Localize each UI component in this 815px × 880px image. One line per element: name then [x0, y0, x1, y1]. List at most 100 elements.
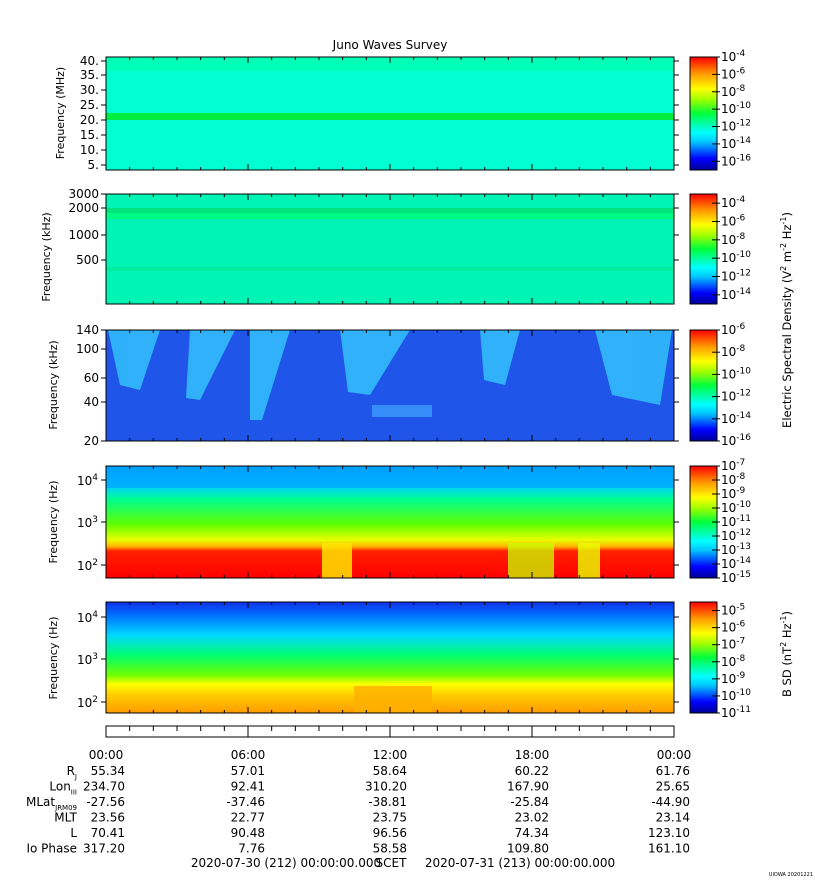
panel-3: Frequency (kHz) 140 100 60 40 20	[47, 323, 679, 448]
colorbar-2	[690, 194, 717, 304]
colorbar-2-tick-label: 10-12	[721, 269, 751, 284]
colorbar-5-frame	[689, 601, 718, 714]
colorbar-2-frame	[689, 193, 718, 305]
colorbar-4-tick-label: 10-12	[721, 528, 751, 543]
ephemeris-value: 92.41	[231, 780, 265, 794]
colorbar-1-tick-label: 10-6	[721, 66, 746, 81]
colorbar-5-tick-label: 10-11	[721, 705, 751, 720]
panel-4-gap-3	[578, 543, 600, 578]
panel-2-band-a	[106, 208, 674, 213]
panel-5-ylabel: Frequency (Hz)	[47, 617, 60, 700]
ephemeris-value: 74.34	[515, 826, 549, 840]
ephemeris-label: LonIII	[49, 780, 77, 797]
colorbars: 10-4 10-6 10-8 10-10 10-12 10-14 10-16 10-4 10-6…	[689, 49, 751, 720]
panel-4-ylabel: Frequency (Hz)	[47, 481, 60, 564]
colorbar-5-tick-label: 10-5	[721, 603, 745, 618]
colorbar-1-tick-label: 10-14	[721, 136, 751, 151]
colorbar-3-tick-label: 10-12	[721, 389, 751, 404]
ephemeris-value: 7.76	[238, 842, 265, 856]
ephemeris-value: 317.20	[83, 842, 125, 856]
colorbar-1-tick-label: 10-16	[721, 153, 751, 168]
panel-3-ylabel: Frequency (kHz)	[47, 340, 60, 429]
time-tick-label: 18:00	[515, 748, 550, 762]
ephemeris-value: -38.81	[368, 795, 407, 809]
panel-3-ytick-label: 20	[84, 434, 99, 448]
ephemeris-label: RJ	[67, 764, 77, 781]
colorbar-4-tick-label: 10-9	[721, 486, 746, 501]
ephemeris-value: 58.64	[373, 764, 407, 778]
panel-5: Frequency (Hz) 104 103 102	[47, 601, 679, 714]
ephemeris-value: 167.90	[507, 780, 549, 794]
colorbar-3-tick-label: 10-16	[721, 433, 751, 448]
colorbar-3	[690, 330, 717, 441]
footer-scet: SCET	[376, 856, 408, 870]
colorbar-1-frame	[689, 56, 718, 171]
colorbar-3-frame	[689, 329, 718, 442]
panel-4-ytick-label: 104	[77, 473, 98, 488]
burst-4	[340, 330, 410, 395]
burst-1	[108, 330, 160, 390]
colorbar-4-tick-label: 10-13	[721, 542, 751, 557]
ephemeris-value: 90.48	[231, 826, 265, 840]
panel-5-ytick-label: 103	[77, 652, 98, 667]
footer-end-time: 2020-07-31 (213) 00:00:00.000	[425, 856, 615, 870]
ephemeris-table: RJ 55.34 57.01 58.64 60.22 61.76 LonIII 234.70 9…	[26, 764, 690, 856]
colorbar-4-tick-label: 10-10	[721, 500, 751, 515]
ephemeris-value: 60.22	[515, 764, 549, 778]
panel-1-ytick-label: 5.	[88, 158, 99, 172]
colorbar-3-tick-label: 10-10	[721, 366, 751, 381]
time-ticks	[105, 726, 675, 737]
panel-1-ytick-label: 25.	[80, 98, 99, 112]
ephemeris-value: -27.56	[86, 795, 125, 809]
ephemeris-value: 96.56	[373, 826, 407, 840]
colorbar-4-tick-label: 10-11	[721, 514, 751, 529]
colorbar-3-tick-label: 10-6	[721, 322, 746, 337]
ephemeris-value: 234.70	[83, 780, 125, 794]
panel-4-ytick-label: 103	[77, 515, 98, 530]
colorbar-4-tick-label: 10-14	[721, 556, 751, 571]
panel-1-ytick-label: 30.	[80, 83, 99, 97]
colorbar-3-tick-label: 10-14	[721, 411, 751, 426]
panel-2-ytick-label: 3000	[68, 187, 99, 201]
colorbar-1-tick-label: 10-12	[721, 119, 751, 134]
panel-3-ytick-label: 60	[84, 371, 99, 385]
ephemeris-value: 23.56	[91, 811, 125, 825]
colorbar-5	[690, 602, 717, 713]
bfield-colorbar-label: B SD (nT2 Hz-1)	[779, 611, 794, 697]
colorbar-1-tick-label: 10-4	[721, 49, 746, 64]
panel-1-ytick-label: 20.	[80, 113, 99, 127]
panel-3-ytick-label: 100	[76, 342, 99, 356]
colorbar-4-tick-label: 10-15	[721, 570, 751, 585]
ephemeris-value: 109.80	[507, 842, 549, 856]
ephemeris-value: 123.10	[648, 826, 690, 840]
colorbar-5-tick-label: 10-6	[721, 620, 746, 635]
patch-1	[372, 405, 432, 417]
panel-1-ytick-label: 15.	[80, 128, 99, 142]
panel-1-emission-band	[106, 113, 674, 120]
panel-2-ytick-label: 500	[76, 253, 99, 267]
colorbar-5-tick-label: 10-7	[721, 637, 745, 652]
panel-2-band-c	[106, 267, 674, 271]
ephemeris-value: 161.10	[648, 842, 690, 856]
colorbar-2-tick-label: 10-4	[721, 195, 746, 210]
panel-2-ytick-label: 1000	[68, 228, 99, 242]
panel-1: Frequency (MHz) 40.35.30.25.20.15.10.5.	[54, 54, 679, 172]
colorbar-2-tick-label: 10-8	[721, 232, 746, 247]
time-tick-label: 00:00	[89, 748, 124, 762]
colorbar-5-tick-label: 10-10	[721, 688, 751, 703]
time-tick-labels: 00:00 06:00 12:00 18:00 00:00	[89, 748, 692, 762]
time-tick-label: 00:00	[657, 748, 692, 762]
time-tick-label: 06:00	[231, 748, 266, 762]
panel-4-ytick-label: 102	[77, 558, 98, 573]
ephemeris-value: 23.14	[656, 811, 690, 825]
ephemeris-value: 23.02	[515, 811, 549, 825]
stamp: UIOWA 20201221	[769, 872, 813, 878]
ephemeris-value: 61.76	[656, 764, 690, 778]
panel-5-patch	[354, 686, 432, 713]
colorbar-4-tick-label: 10-7	[721, 458, 745, 473]
footer-start-time: 2020-07-30 (212) 00:00:00.000	[191, 856, 381, 870]
panel-1-ytick-label: 10.	[80, 143, 99, 157]
colorbar-2-tick-label: 10-10	[721, 250, 751, 265]
